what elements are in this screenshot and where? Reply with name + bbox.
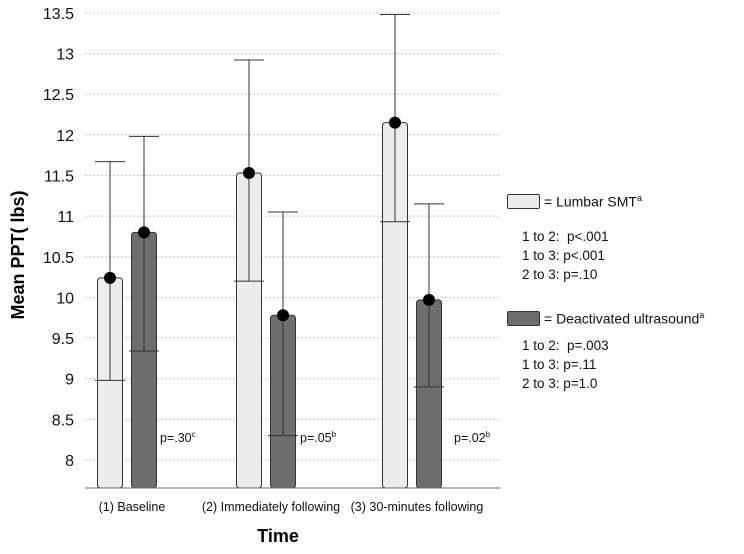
y-tick-label: 12 bbox=[56, 128, 74, 145]
legend-label-deactivated-ultrasound: = Deactivated ultrasounda bbox=[544, 310, 705, 327]
y-tick-label: 8 bbox=[65, 453, 74, 470]
mean-point bbox=[243, 167, 255, 180]
smt-comparison-3: 2 to 3: p=.10 bbox=[522, 267, 598, 282]
y-tick-label: 11.5 bbox=[44, 168, 74, 185]
y-tick-label: 9.5 bbox=[52, 331, 74, 348]
y-tick-label: 8.5 bbox=[52, 412, 74, 429]
mean-point bbox=[138, 226, 150, 239]
x-tick-label: (2) Immediately following bbox=[202, 500, 340, 514]
y-tick-label: 10 bbox=[56, 290, 74, 307]
legend-swatch-deactivated-ultrasound bbox=[507, 310, 540, 326]
x-tick-label: (1) Baseline bbox=[99, 500, 166, 514]
mean-point bbox=[423, 293, 435, 306]
y-tick-label: 13.5 bbox=[43, 6, 74, 23]
bars bbox=[97, 122, 442, 489]
y-tick-label: 11 bbox=[57, 209, 74, 226]
x-axis-title: Time bbox=[257, 526, 299, 546]
mean-point bbox=[389, 116, 401, 129]
p-value-label: p=.30c bbox=[160, 430, 196, 445]
ultrasound-comparison-1: 1 to 2: p=.003 bbox=[522, 338, 609, 353]
p-value-annotations: p=.30c p=.05b p=.02b bbox=[160, 430, 491, 445]
p-value-superscript: b bbox=[332, 430, 337, 439]
ultrasound-comparison-3: 2 to 3: p=1.0 bbox=[522, 376, 598, 391]
smt-comparison-1: 1 to 2: p<.001 bbox=[522, 229, 609, 244]
legend-item-deactivated-ultrasound: = Deactivated ultrasounda bbox=[507, 310, 704, 327]
legend-swatch-lumbar-smt bbox=[507, 193, 540, 209]
y-tick-labels: 8 8.5 9 9.5 10 10.5 11 11.5 12 12.5 13 13.5 bbox=[43, 6, 74, 470]
p-value-superscript: c bbox=[192, 430, 196, 439]
mean-points bbox=[104, 116, 435, 322]
y-tick-label: 10.5 bbox=[43, 250, 74, 267]
mean-point bbox=[104, 271, 116, 284]
x-category-labels: (1) Baseline (2) Immediately following (3)… bbox=[99, 500, 484, 514]
legend-label-lumbar-smt: = Lumbar SMTa bbox=[544, 193, 642, 210]
y-tick-label: 12.5 bbox=[43, 87, 74, 104]
p-value-label: p=.02b bbox=[454, 430, 491, 445]
p-value-label: p=.05b bbox=[300, 430, 337, 445]
ultrasound-comparison-2: 1 to 3: p=.11 bbox=[522, 357, 597, 372]
x-tick-label: (3) 30-minutes following bbox=[351, 500, 484, 514]
legend-item-lumbar-smt: = Lumbar SMTa bbox=[507, 193, 642, 210]
p-value-superscript: b bbox=[486, 430, 491, 439]
y-tick-label: 13 bbox=[56, 47, 74, 64]
y-axis-title: Mean PPT( lbs) bbox=[8, 190, 28, 319]
smt-comparison-2: 1 to 3: p<.001 bbox=[522, 248, 605, 263]
mean-point bbox=[277, 309, 289, 322]
y-tick-label: 9 bbox=[65, 372, 74, 389]
